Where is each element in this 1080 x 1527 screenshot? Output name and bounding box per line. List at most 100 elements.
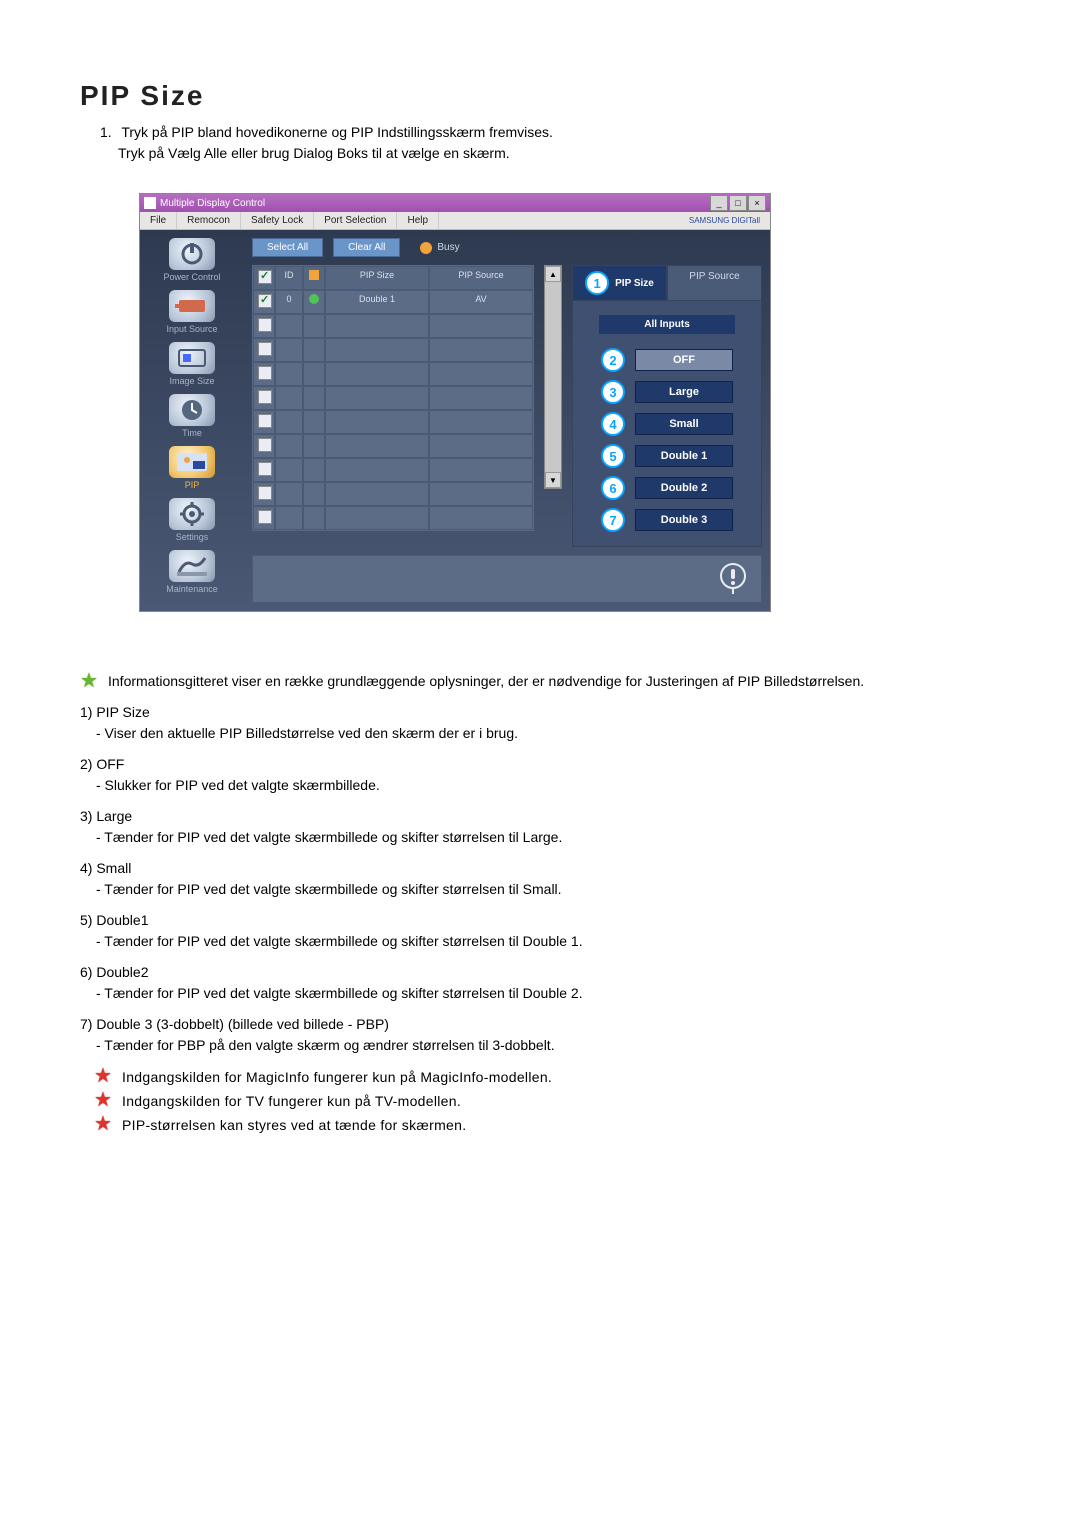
option-large-button[interactable]: Large [635,381,733,403]
tab-pip-source[interactable]: PIP Source [667,265,762,301]
grid-row-empty[interactable] [253,314,533,338]
row-check[interactable] [258,390,272,404]
row-source: AV [429,290,533,314]
star-red-icon: ★ [94,1114,112,1134]
col-id: ID [275,266,303,290]
menu-file[interactable]: File [140,212,177,229]
footnote-1: Indgangskilden for MagicInfo fungerer ku… [122,1066,552,1090]
grid-row[interactable]: 0 Double 1 AV [253,290,533,314]
option-row: 6 Double 2 [601,476,733,500]
sidebar-item-pip[interactable]: PIP [147,444,237,494]
sidebar-icon [169,342,215,374]
option-off-button[interactable]: OFF [635,349,733,371]
explain-item: 2) OFF- Slukker for PIP ved det valgte s… [80,754,1000,796]
option-row: 5 Double 1 [601,444,733,468]
explain-list: 1) PIP Size- Viser den aktuelle PIP Bill… [80,702,1000,1056]
menu-remocon[interactable]: Remocon [177,212,241,229]
option-row: 2OFF [601,348,733,372]
menu-bar: File Remocon Safety Lock Port Selection … [140,212,770,230]
info-text: Informationsgitteret viser en række grun… [108,671,864,692]
badge-5: 5 [601,444,625,468]
clear-all-button[interactable]: Clear All [333,238,400,257]
app-screenshot: Multiple Display Control _ □ × File Remo… [140,194,770,611]
sidebar-icon [169,498,215,530]
grid-row-empty[interactable] [253,362,533,386]
grid-row-empty[interactable] [253,458,533,482]
select-all-button[interactable]: Select All [252,238,323,257]
close-button[interactable]: × [748,195,766,211]
window-title: Multiple Display Control [160,198,265,209]
row-check[interactable] [258,342,272,356]
footnotes: ★ Indgangskilden for MagicInfo fungerer k… [80,1066,1000,1137]
row-check[interactable] [258,438,272,452]
option-double-3-button[interactable]: Double 3 [635,509,733,531]
tab-pip-size-label: PIP Size [615,278,654,289]
brand-label: SAMSUNG DIGITall [679,212,770,229]
row-check[interactable] [258,462,272,476]
grid-row-empty[interactable] [253,410,533,434]
row-check[interactable] [258,318,272,332]
explain-item: 7) Double 3 (3-dobbelt) (billede ved bil… [80,1014,1000,1056]
row-check[interactable] [258,294,272,308]
row-check[interactable] [258,366,272,380]
busy-label: Busy [437,242,459,253]
star-red-icon: ★ [94,1066,112,1086]
info-paragraph: ★ Informationsgitteret viser en række gr… [80,671,1000,692]
footnote-2: Indgangskilden for TV fungerer kun på TV… [122,1090,461,1114]
col-pip-source: PIP Source [429,266,533,290]
badge-4: 4 [601,412,625,436]
status-head-icon [309,270,319,280]
window-titlebar: Multiple Display Control _ □ × [140,194,770,212]
col-pip-size: PIP Size [325,266,429,290]
sidebar-item-input-source[interactable]: Input Source [147,288,237,338]
grid-row-empty[interactable] [253,506,533,530]
row-check[interactable] [258,510,272,524]
page-title: PIP Size [80,80,1000,112]
maximize-button[interactable]: □ [729,195,747,211]
grid-scrollbar[interactable]: ▲ ▼ [544,265,562,489]
explain-item: 3) Large- Tænder for PIP ved det valgte … [80,806,1000,848]
sidebar-label: Image Size [147,376,237,386]
header-check-icon [258,270,272,284]
sidebar-label: Power Control [147,272,237,282]
explain-item: 4) Small- Tænder for PIP ved det valgte … [80,858,1000,900]
option-row: 3Large [601,380,733,404]
sidebar-item-settings[interactable]: Settings [147,496,237,546]
sidebar-item-image-size[interactable]: Image Size [147,340,237,390]
row-check[interactable] [258,414,272,428]
intro-block: 1. Tryk på PIP bland hovedikonerne og PI… [100,122,1000,164]
explain-item: 6) Double2- Tænder for PIP ved det valgt… [80,962,1000,1004]
row-check[interactable] [258,486,272,500]
status-bar [252,555,762,603]
grid-row-empty[interactable] [253,482,533,506]
grid-row-empty[interactable] [253,386,533,410]
sidebar-icon [169,290,215,322]
warning-icon [719,563,747,595]
option-small-button[interactable]: Small [635,413,733,435]
sidebar-item-time[interactable]: Time [147,392,237,442]
scroll-up-icon[interactable]: ▲ [545,266,561,282]
menu-safety-lock[interactable]: Safety Lock [241,212,314,229]
option-double-1-button[interactable]: Double 1 [635,445,733,467]
minimize-button[interactable]: _ [710,195,728,211]
badge-1: 1 [585,271,609,295]
menu-port-selection[interactable]: Port Selection [314,212,397,229]
option-double-2-button[interactable]: Double 2 [635,477,733,499]
scroll-down-icon[interactable]: ▼ [545,472,561,488]
intro-line2: Tryk på Vælg Alle eller brug Dialog Boks… [118,143,510,164]
star-green-icon: ★ [80,671,98,691]
sidebar-label: Input Source [147,324,237,334]
tab-pip-size[interactable]: 1 PIP Size [572,265,667,301]
all-inputs-label: All Inputs [599,315,735,334]
star-red-icon: ★ [94,1090,112,1110]
busy-dot-icon [420,242,432,254]
explain-item: 5) Double1- Tænder for PIP ved det valgt… [80,910,1000,952]
menu-help[interactable]: Help [397,212,439,229]
explain-item: 1) PIP Size- Viser den aktuelle PIP Bill… [80,702,1000,744]
badge-6: 6 [601,476,625,500]
grid-row-empty[interactable] [253,434,533,458]
sidebar-item-power-control[interactable]: Power Control [147,236,237,286]
status-dot-icon [309,294,319,304]
sidebar-item-maintenance[interactable]: Maintenance [147,548,237,598]
grid-row-empty[interactable] [253,338,533,362]
